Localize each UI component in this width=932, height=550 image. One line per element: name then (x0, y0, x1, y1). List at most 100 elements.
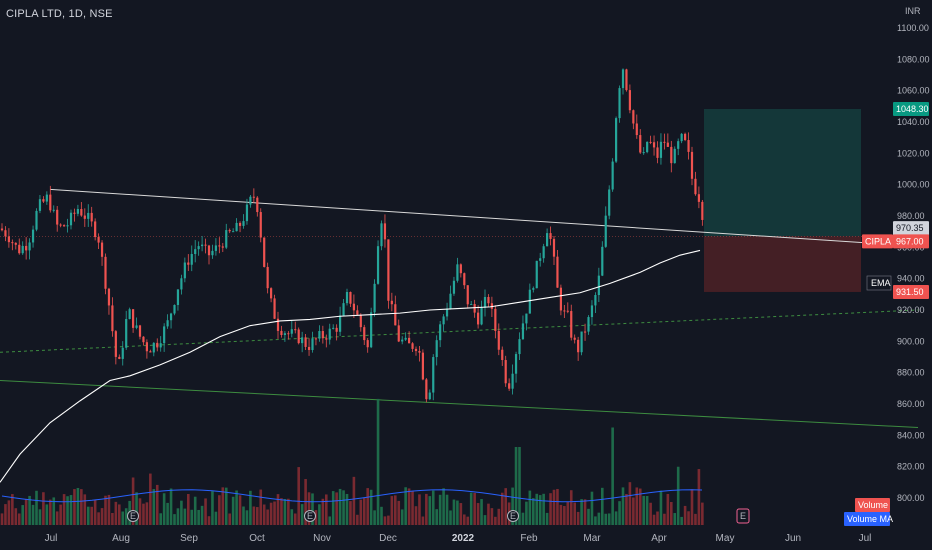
volume-bar (276, 494, 280, 525)
earnings-icon (127, 510, 139, 522)
candle-body (173, 304, 176, 314)
candle-body (325, 338, 328, 340)
volume-bar (652, 514, 656, 525)
volume-bar (183, 508, 187, 525)
volume-bar (73, 489, 76, 525)
volume-bar (4, 504, 7, 525)
candle-body (673, 148, 676, 164)
volume-bar (293, 513, 297, 525)
volume-bar (131, 477, 135, 525)
candle-body (232, 231, 235, 233)
x-tick-label: Aug (112, 533, 130, 544)
candle-body (618, 88, 621, 119)
candle-body (528, 289, 531, 314)
volume-bar (21, 505, 24, 525)
volume-bar (262, 504, 266, 525)
candle-body (345, 291, 349, 304)
candle-body (473, 304, 476, 313)
volume-bar (224, 487, 228, 525)
y-tick-label: 920.00 (897, 305, 925, 315)
volume-bar (366, 488, 369, 525)
volume-bar (563, 506, 566, 525)
candle-body (301, 337, 304, 344)
volume-bar (607, 513, 611, 525)
volume-bar (152, 489, 156, 525)
volume-bar (694, 513, 697, 525)
volume-bar (245, 510, 249, 525)
earnings-icon (507, 510, 519, 522)
candle-body (701, 201, 704, 220)
candle-body (242, 221, 245, 226)
candle-body (428, 392, 431, 400)
volume-bar (83, 494, 87, 525)
candle-body (73, 212, 76, 214)
candle-body (383, 223, 387, 240)
chart-title: CIPLA LTD, 1D, NSE (6, 8, 113, 20)
candle-body (66, 225, 69, 227)
volume-bar (45, 504, 49, 525)
volume-bar (138, 498, 142, 525)
candle-body (514, 354, 518, 374)
candle-body (297, 329, 300, 344)
volume-bar (300, 504, 304, 525)
candle-body (435, 340, 438, 358)
volume-bar (573, 502, 576, 525)
volume-bar (159, 513, 162, 525)
volume-bar (497, 508, 501, 525)
y-tick-label: 840.00 (897, 430, 925, 440)
earnings-icon-letter: E (130, 511, 136, 521)
last-price-symbol-label-bg (862, 234, 893, 249)
volume-bar (214, 511, 218, 525)
candle-body (211, 250, 214, 256)
volume-bar (611, 427, 614, 525)
volume-bar (414, 506, 418, 525)
candle-body (245, 204, 249, 222)
volume-bar (421, 516, 425, 525)
last-price-symbol-label: CIPLA (865, 236, 891, 246)
volume-bar (476, 503, 480, 525)
candle-body (201, 244, 204, 247)
x-tick-label: Nov (313, 533, 331, 544)
volume-bar (321, 498, 325, 525)
volume-bar (238, 495, 242, 525)
candle-body (187, 262, 190, 265)
volume-bar (566, 501, 570, 525)
last-price-label-bg (893, 234, 929, 249)
y-tick-label: 860.00 (897, 399, 925, 409)
candle-body (149, 351, 152, 353)
volume-bar (0, 513, 4, 525)
candle-body (601, 246, 604, 276)
volume-bar (549, 493, 552, 525)
candle-body (587, 317, 590, 332)
volume-bar (121, 511, 125, 525)
volume-bar (697, 469, 701, 525)
candle-body (38, 199, 42, 211)
volume-bar (569, 490, 573, 525)
candle-body (559, 287, 562, 311)
candle-body (318, 331, 321, 339)
volume-bar (380, 506, 383, 525)
candle-body (404, 337, 407, 340)
volume-bars (0, 398, 704, 525)
candle-body (394, 304, 397, 326)
candle-body (604, 215, 607, 247)
volume-bar (642, 495, 645, 525)
candle-body (697, 194, 700, 202)
volume-bar (614, 511, 618, 525)
candle-body (90, 212, 93, 222)
candle-body (656, 147, 659, 158)
candle-body (49, 194, 52, 211)
candle-body (594, 294, 597, 306)
volume-bar (100, 508, 104, 525)
volume-bar (500, 492, 504, 525)
y-tick-label: 900.00 (897, 336, 925, 346)
volume-bar (525, 501, 528, 525)
y-tick-label: 1020.00 (897, 148, 930, 158)
candle-body (183, 262, 186, 279)
ema-line (0, 249, 701, 483)
volume-bar (480, 499, 483, 525)
volume-bar (580, 499, 583, 525)
volume-bar (155, 484, 159, 525)
volume-bar (676, 466, 680, 525)
